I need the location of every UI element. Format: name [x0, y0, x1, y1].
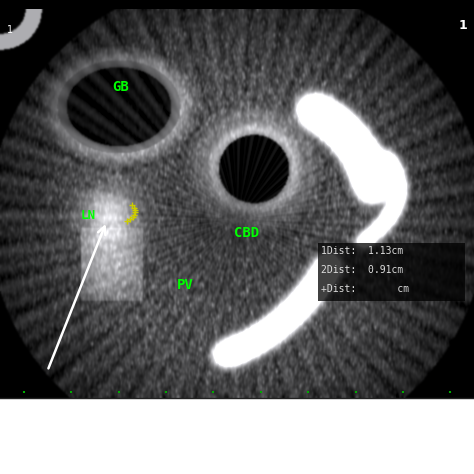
Text: 2Dist:  0.91cm: 2Dist: 0.91cm — [321, 265, 404, 275]
Text: +Dist:       cm: +Dist: cm — [321, 284, 410, 294]
Point — [162, 389, 170, 396]
Point — [20, 389, 27, 396]
Text: 1Dist:  1.13cm: 1Dist: 1.13cm — [321, 246, 404, 256]
Point — [352, 389, 359, 396]
Point — [447, 389, 454, 396]
Bar — [0, 9, 474, 398]
Bar — [318, 243, 465, 301]
Bar — [0, 398, 474, 474]
Point — [67, 389, 75, 396]
Text: LN: LN — [80, 209, 95, 222]
Text: 1: 1 — [458, 19, 467, 32]
Point — [304, 389, 312, 396]
Text: CBD: CBD — [234, 226, 259, 240]
Point — [399, 389, 407, 396]
Point — [257, 389, 264, 396]
Text: PV: PV — [176, 278, 193, 292]
Text: GB: GB — [112, 80, 129, 94]
Text: 1: 1 — [7, 25, 13, 35]
Point — [115, 389, 122, 396]
Point — [210, 389, 217, 396]
